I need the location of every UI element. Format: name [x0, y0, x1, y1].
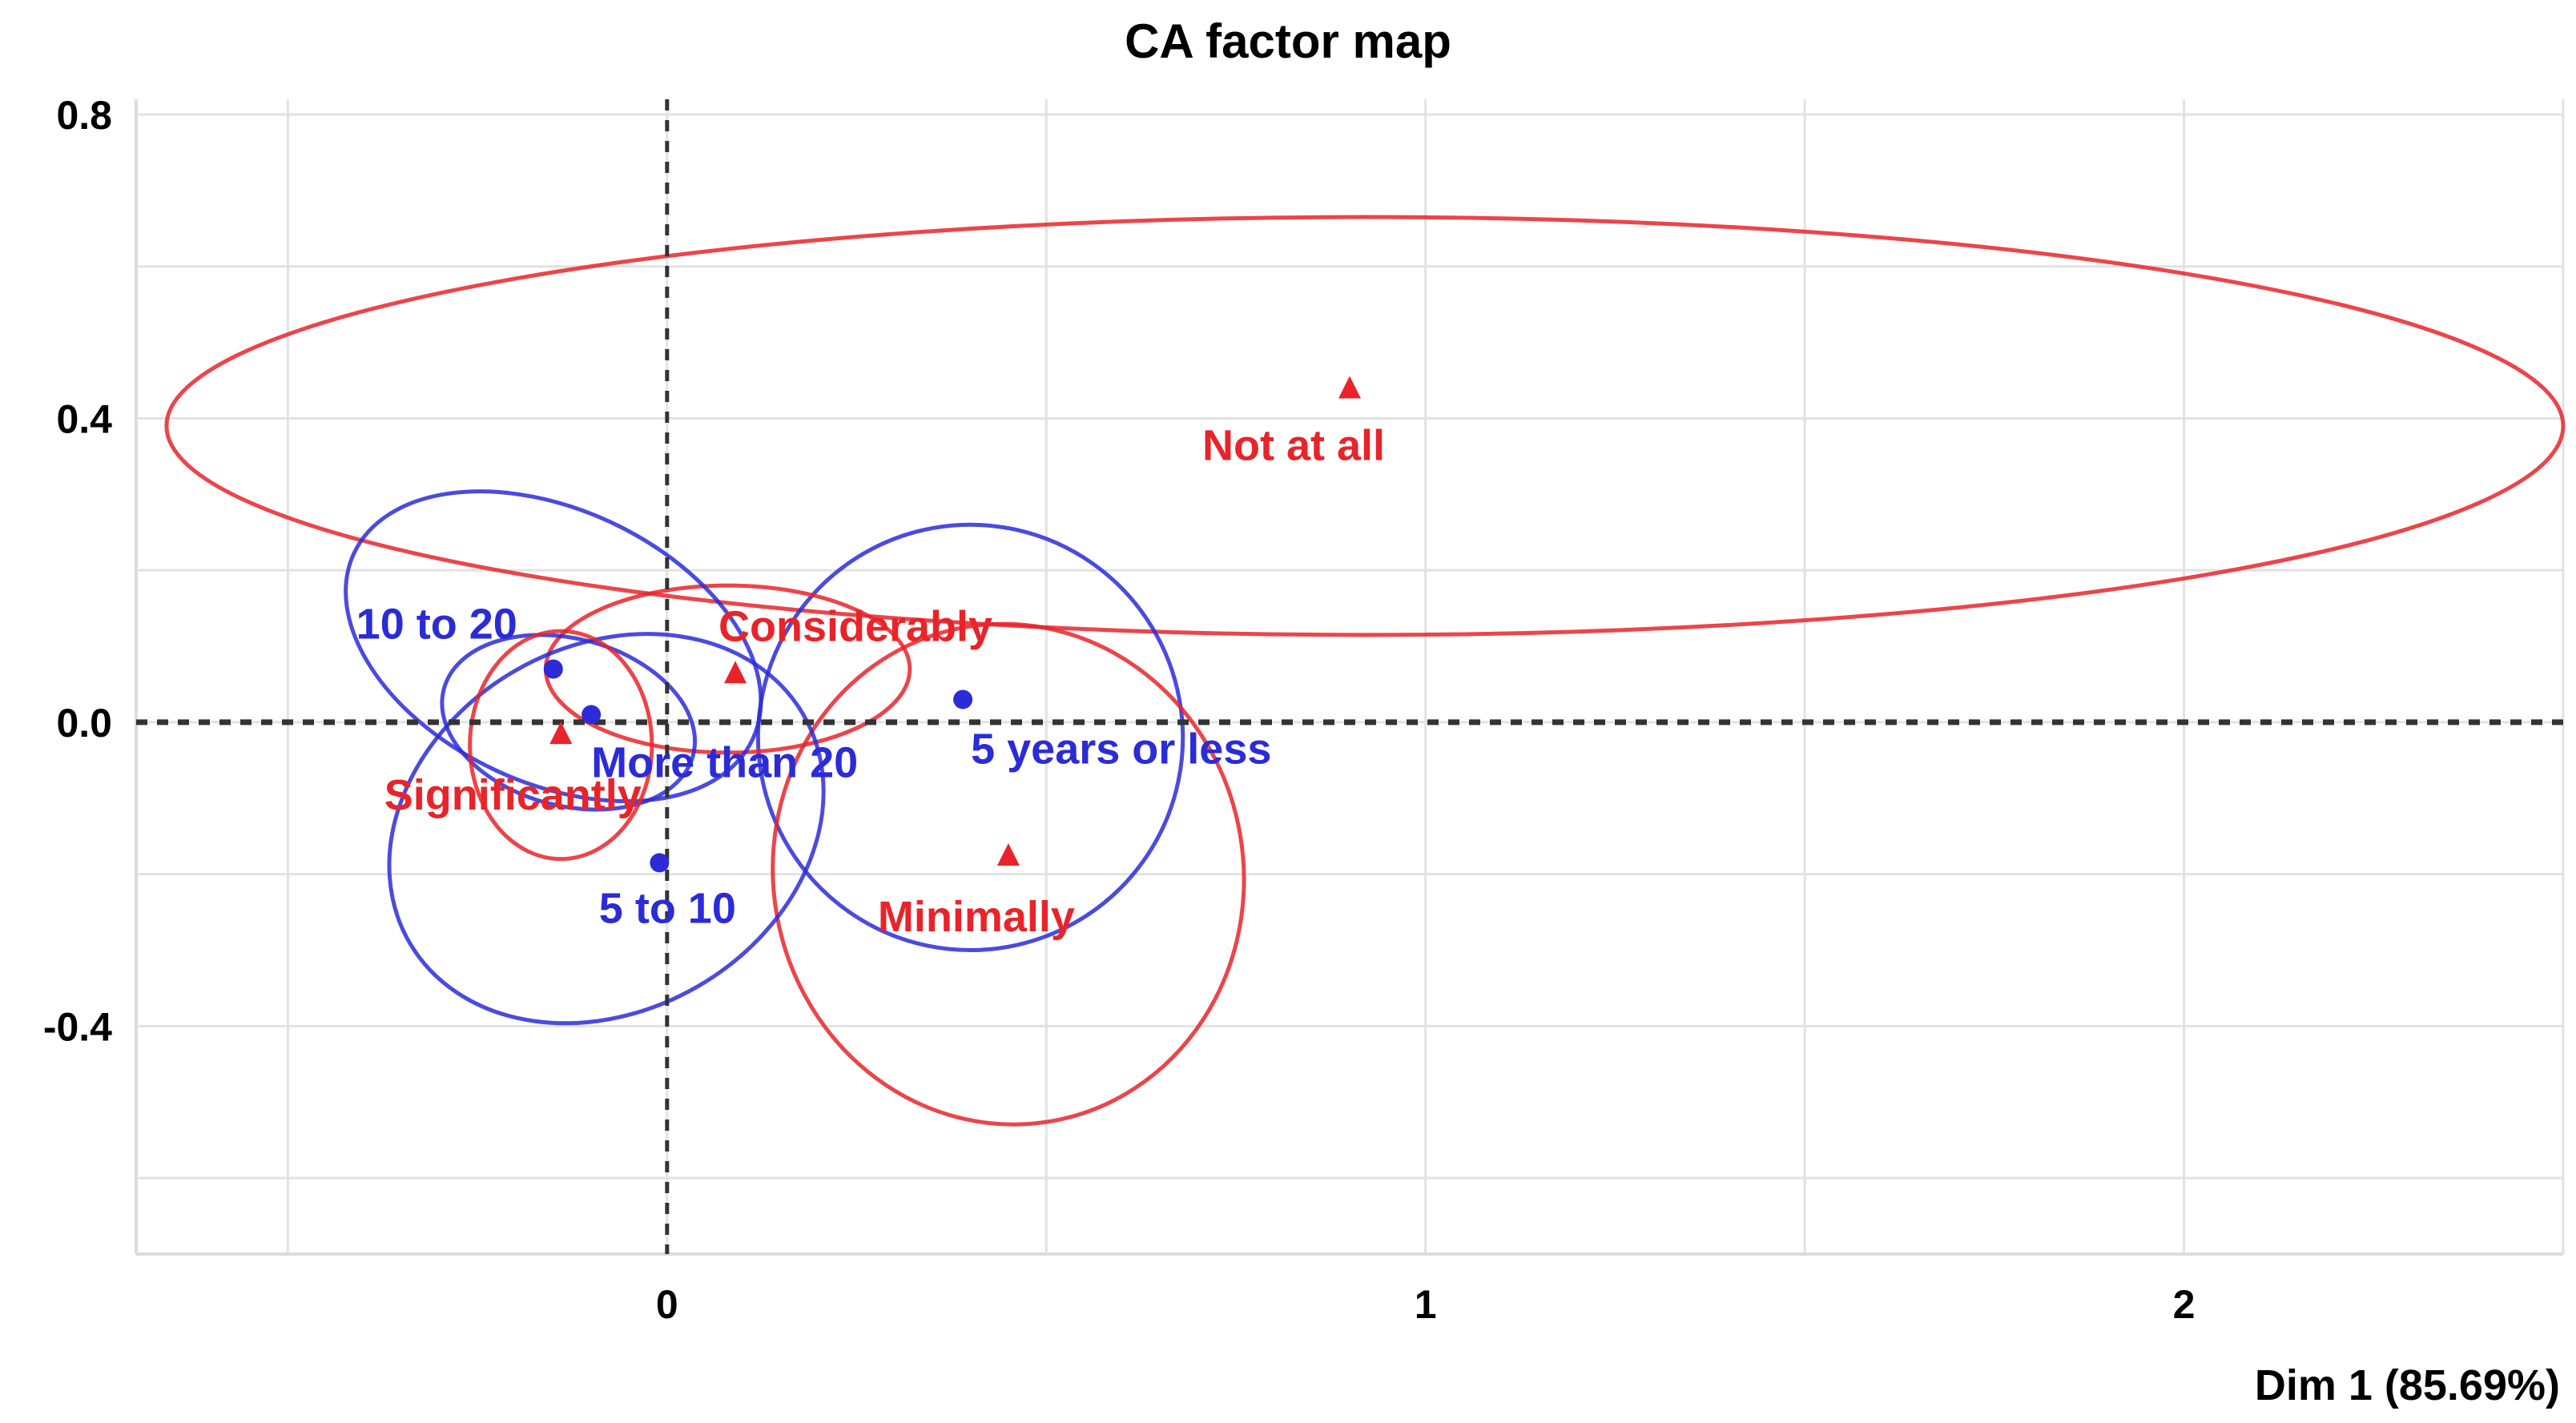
y-tick-label: 0.4 [56, 396, 112, 441]
confidence-ellipse [468, 629, 654, 862]
axes [135, 99, 2563, 1256]
point-labels: 10 to 20 More than 20 5 to 10 5 years or le… [356, 422, 1385, 941]
zero-reference-lines [136, 99, 2563, 1254]
point-label: 5 to 10 [599, 884, 736, 932]
x-tick-label: 2 [2173, 1282, 2196, 1327]
point-label: Significantly [384, 771, 642, 819]
point-marker [543, 659, 563, 679]
confidence-ellipse [164, 215, 2566, 637]
confidence-ellipses [164, 215, 2566, 1127]
point-marker [996, 842, 1020, 866]
point-marker [650, 853, 670, 873]
x-axis-label: Dim 1 (85.69%) [2255, 1361, 2560, 1409]
point-label: Not at all [1202, 422, 1385, 470]
chart-title: CA factor map [1125, 14, 1451, 68]
point-marker [549, 722, 573, 745]
point-marker [953, 689, 973, 709]
point-marker [1338, 376, 1361, 399]
tick-labels: 0 1 2 0.8 0.4 0.0 -0.4 [43, 93, 2196, 1327]
data-points [543, 376, 1361, 873]
confidence-ellipse [344, 489, 763, 803]
point-label: 5 years or less [971, 725, 1271, 773]
confidence-ellipse [755, 522, 1185, 953]
y-tick-label: 0.8 [56, 93, 112, 138]
point-label: More than 20 [591, 738, 858, 786]
confidence-ellipse [440, 633, 698, 812]
point-marker [724, 661, 747, 684]
point-label: Minimally [878, 893, 1075, 941]
confidence-ellipse [387, 632, 826, 1026]
point-label: Considerably [718, 602, 992, 650]
x-tick-label: 1 [1415, 1282, 1437, 1327]
y-tick-label: -0.4 [43, 1004, 112, 1049]
y-tick-label: 0.0 [56, 701, 112, 746]
point-marker [582, 705, 602, 725]
point-label: 10 to 20 [356, 601, 517, 649]
x-tick-label: 0 [656, 1282, 678, 1327]
